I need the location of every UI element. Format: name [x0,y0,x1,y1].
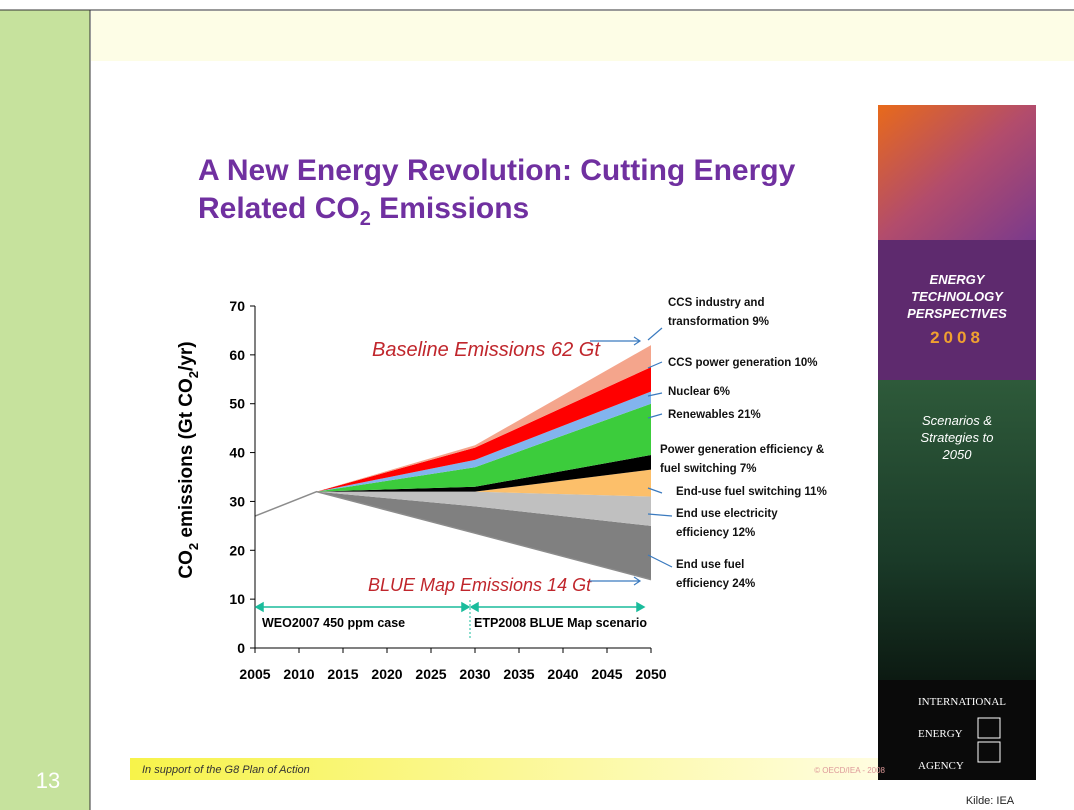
chart: 0102030405060702005201020152020202520302… [0,0,1074,810]
annotation: ETP2008 BLUE Map scenario [474,616,647,630]
legend-label: End use fuel efficiency 24% [676,556,786,594]
x-tick-label: 2050 [635,666,666,682]
footer-right: © OECD/IEA - 2008 [814,766,885,775]
x-tick-label: 2015 [327,666,358,682]
y-tick-label: 60 [229,347,245,363]
arrow [590,577,640,585]
y-tick-label: 10 [229,591,245,607]
slide: 0102030405060702005201020152020202520302… [0,0,1074,810]
arrow [648,328,662,340]
banner-year: 2008 [893,328,1021,348]
arrow [648,514,672,516]
legend-label: Renewables 21% [668,406,788,425]
arrow [648,555,672,567]
agency-line: AGENCY [918,750,1006,782]
x-tick-label: 2045 [591,666,622,682]
legend-label: End-use fuel switching 11% [676,483,866,502]
top-margin [0,0,1074,10]
x-tick-label: 2005 [239,666,270,682]
legend-label: CCS power generation 10% [668,354,848,373]
y-label-part: /yr) [176,341,197,371]
y-axis-label: CO2 emissions (Gt CO2/yr) [176,341,201,578]
annotation: BLUE Map Emissions 14 Gt [368,575,592,595]
legend-label: Power generation efficiency & fuel switc… [660,441,845,479]
annotation: WEO2007 450 ppm case [262,616,405,630]
y-label-part: 2 [186,543,201,550]
source: Kilde: IEA [966,795,1015,807]
agency-line: INTERNATIONAL [918,686,1006,718]
title-part: 2 [360,208,371,230]
y-label-part: emissions (Gt CO [176,378,197,543]
x-tick-label: 2010 [283,666,314,682]
slide-number: 13 [36,768,60,793]
title: A New Energy Revolution: Cutting Energy … [198,152,798,238]
y-tick-label: 40 [229,445,245,461]
sidebar [0,0,90,810]
banner-subtitle: Scenarios & Strategies to 2050 [912,412,1002,463]
title-part: Emissions [371,192,529,225]
footer-left: In support of the G8 Plan of Action [142,764,310,776]
top-band [91,11,1074,61]
legend-label: End use electricity efficiency 12% [676,505,806,543]
y-tick-label: 50 [229,396,245,412]
y-label-part: CO [176,550,197,579]
y-tick-label: 0 [237,640,245,656]
legend-label: CCS industry and transformation 9% [668,294,818,332]
x-tick-label: 2020 [371,666,402,682]
y-tick-label: 30 [229,493,245,509]
agency-line: ENERGY [918,718,1006,750]
period-arrows [256,603,644,611]
y-tick-label: 20 [229,542,245,558]
banner-heading: ENERGY TECHNOLOGY PERSPECTIVES [893,271,1021,322]
x-tick-label: 2040 [547,666,578,682]
banner-top [878,105,1036,240]
y-label-part: 2 [186,371,201,378]
x-tick-label: 2035 [503,666,534,682]
x-tick-label: 2025 [415,666,446,682]
agency: INTERNATIONAL ENERGY AGENCY [918,686,1006,782]
y-tick-label: 70 [229,298,245,314]
legend-label: Nuclear 6% [668,383,788,402]
annotation: Baseline Emissions 62 Gt [372,339,601,361]
x-tick-label: 2030 [459,666,490,682]
